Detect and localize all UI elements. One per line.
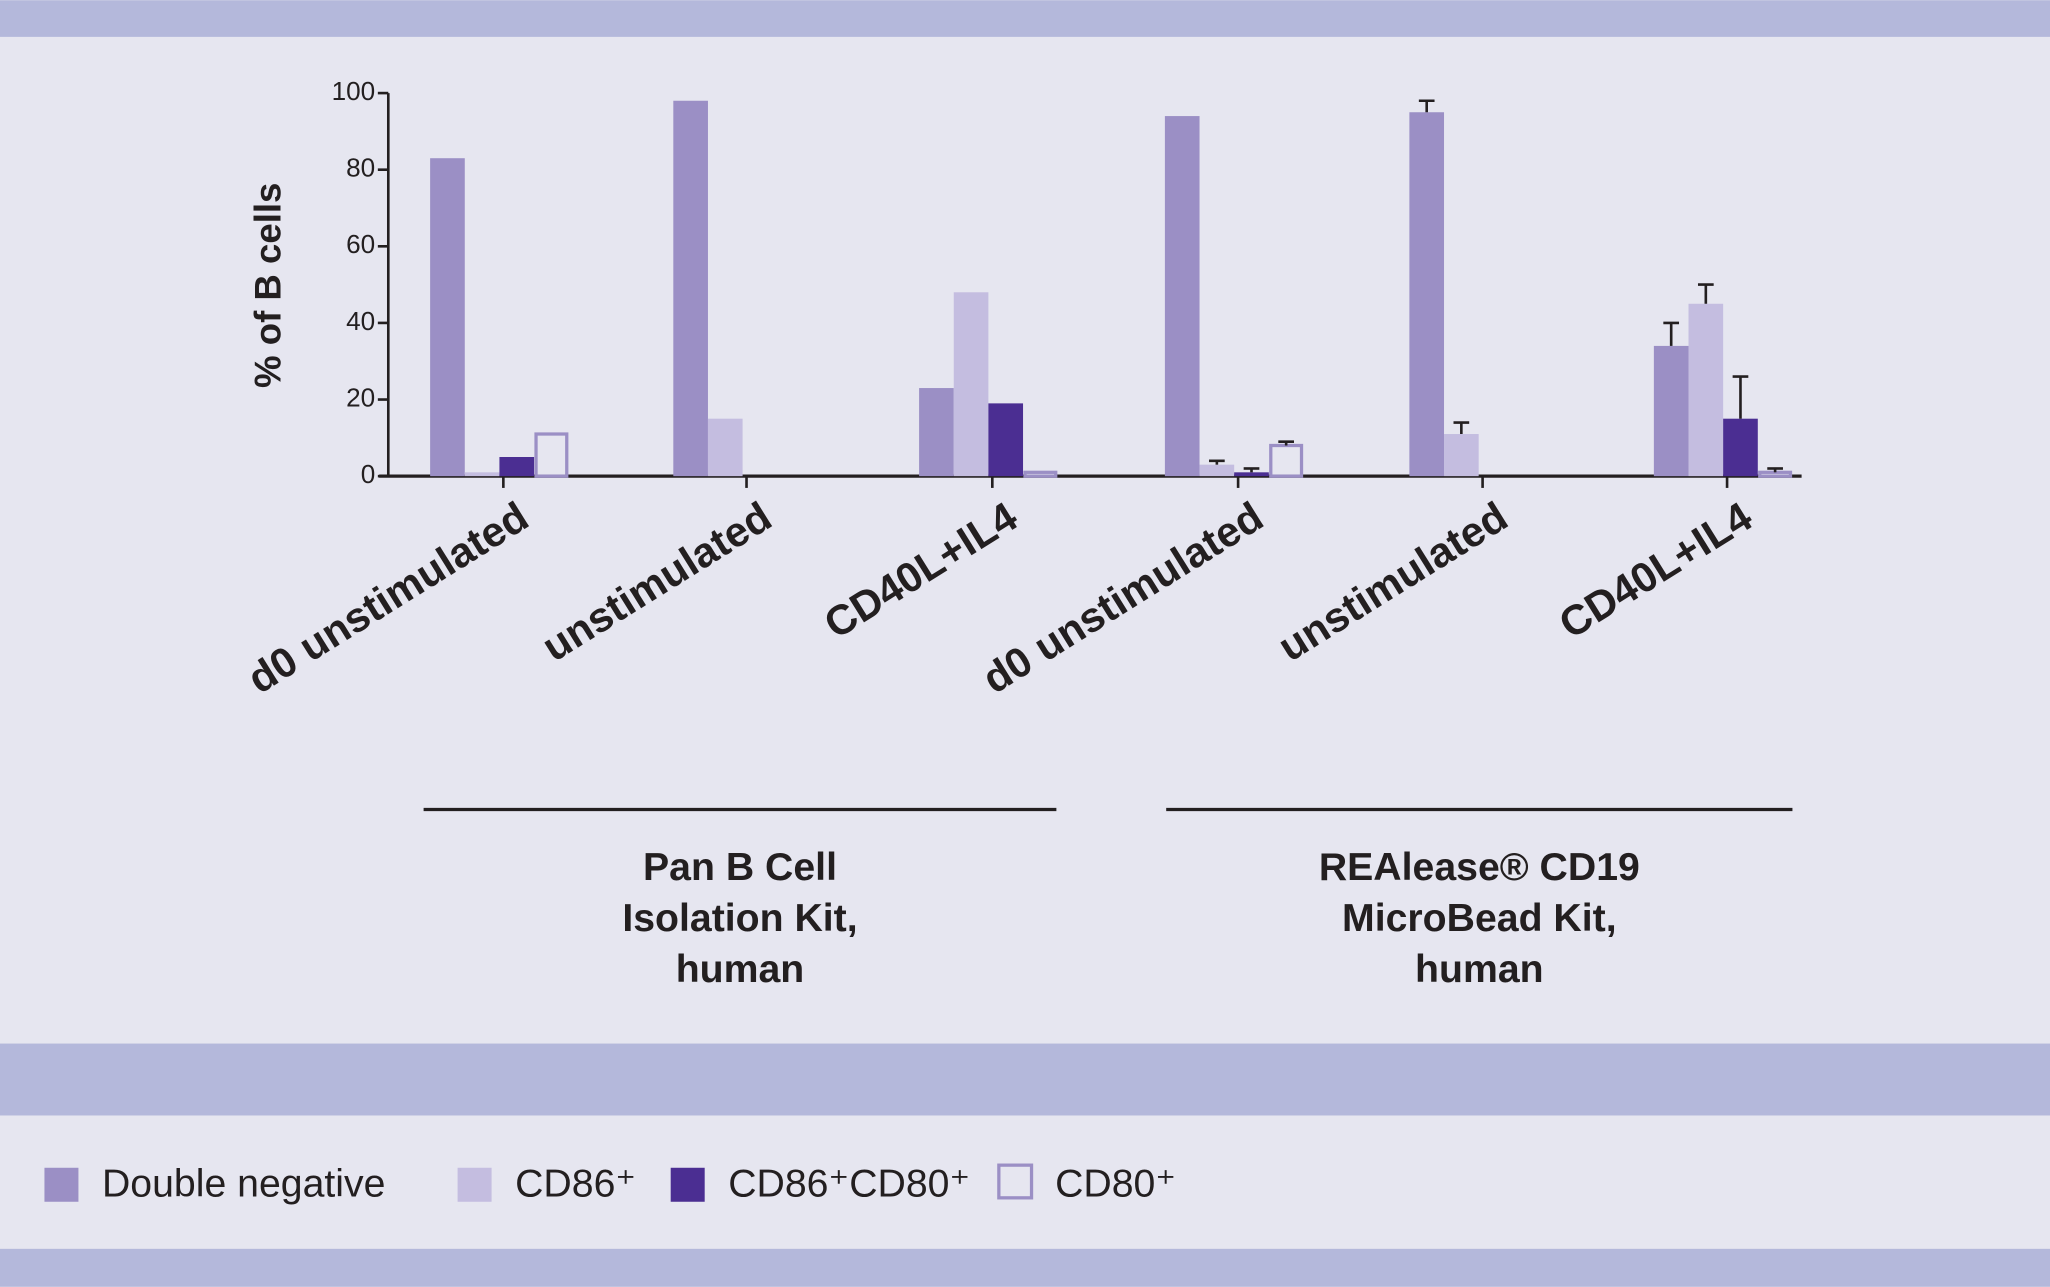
- y-tick-label: 20: [346, 382, 375, 412]
- legend-label: CD86⁺CD80⁺: [728, 1161, 970, 1205]
- bar: [1234, 472, 1269, 477]
- y-tick-label: 60: [346, 229, 375, 259]
- bottom-band: [0, 1248, 2050, 1287]
- legend-label: CD80⁺: [1055, 1161, 1176, 1205]
- y-axis-title: % of B cells: [247, 183, 288, 388]
- legend-swatch: [44, 1167, 79, 1202]
- legend-label: CD86⁺: [515, 1161, 636, 1205]
- bar: [499, 456, 535, 477]
- bar: [1723, 418, 1758, 477]
- top-band: [0, 0, 2050, 37]
- bar: [1409, 112, 1445, 477]
- group-label: human: [676, 947, 805, 991]
- bar: [1653, 345, 1689, 477]
- bar: [464, 472, 500, 477]
- bar: [1444, 434, 1479, 477]
- legend-swatch: [997, 1163, 1034, 1200]
- y-tick-label: 100: [332, 76, 376, 106]
- bar: [1688, 303, 1724, 477]
- y-tick-label: 80: [346, 153, 375, 183]
- bar: [673, 100, 708, 477]
- group-label: MicroBead Kit,: [1342, 896, 1617, 940]
- bar: [1164, 116, 1200, 477]
- bar: [988, 403, 1024, 477]
- legend-swatch: [670, 1167, 705, 1202]
- y-tick-label: 0: [361, 459, 376, 489]
- group-label: REAlease® CD19: [1319, 845, 1640, 889]
- bar: [1023, 470, 1058, 478]
- y-tick-label: 40: [346, 306, 375, 336]
- mid-band: [0, 1043, 2050, 1116]
- legend-label: Double negative: [102, 1161, 385, 1205]
- bar: [1199, 464, 1235, 477]
- legend-swatch: [457, 1167, 492, 1202]
- group-label: human: [1415, 947, 1544, 991]
- bar: [953, 292, 989, 477]
- bar: [707, 418, 743, 477]
- group-label: Isolation Kit,: [622, 896, 857, 940]
- bar: [430, 158, 465, 477]
- bar: [919, 388, 954, 477]
- group-label: Pan B Cell: [643, 845, 837, 889]
- bar: [534, 432, 569, 478]
